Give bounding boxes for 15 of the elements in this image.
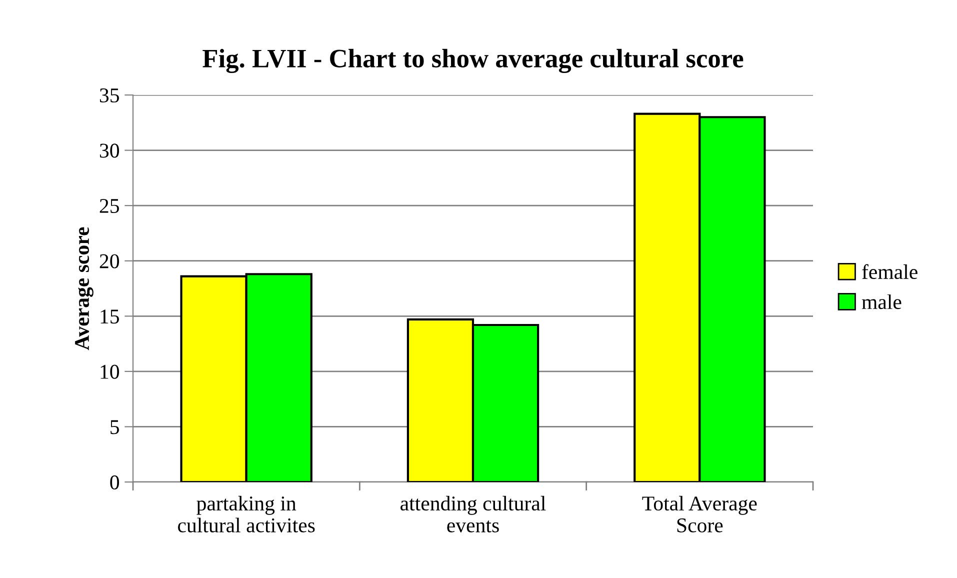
y-tick-label: 35 — [100, 88, 119, 102]
chart-title: Fig. LVII - Chart to show average cultural score — [202, 48, 744, 74]
y-tick-label: 20 — [100, 254, 120, 268]
legend-label: female — [862, 264, 918, 280]
y-tick-label: 5 — [110, 420, 119, 434]
y-tick-label: 30 — [100, 144, 120, 158]
y-tick-label: 25 — [100, 199, 119, 214]
y-tick-label: 15 — [100, 310, 119, 324]
x-tick-label: partaking in cultural activites — [178, 496, 315, 532]
x-tick-label: Total Average Score — [642, 496, 757, 532]
y-tick-label: 0 — [110, 475, 120, 490]
y-axis-title: Average score — [75, 227, 94, 350]
y-tick-label: 10 — [100, 364, 120, 379]
x-tick-label: attending cultural events — [400, 496, 546, 532]
legend-label: male — [862, 294, 902, 310]
